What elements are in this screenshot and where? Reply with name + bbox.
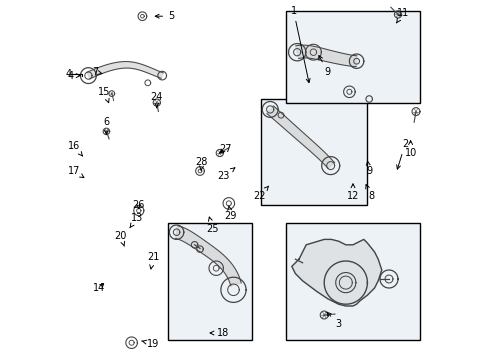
- Bar: [261, 99, 368, 205]
- Text: 2: 2: [397, 139, 408, 169]
- Text: 4: 4: [67, 71, 80, 81]
- Text: 20: 20: [115, 231, 127, 246]
- Text: 8: 8: [366, 185, 374, 201]
- Polygon shape: [296, 45, 357, 67]
- Text: 27: 27: [219, 144, 231, 154]
- Bar: [286, 11, 419, 103]
- Polygon shape: [267, 106, 335, 168]
- Text: 25: 25: [206, 217, 219, 234]
- Polygon shape: [175, 226, 241, 286]
- Polygon shape: [292, 239, 382, 306]
- Text: 22: 22: [253, 186, 269, 201]
- Text: 18: 18: [210, 328, 229, 338]
- Text: 4: 4: [66, 69, 72, 79]
- Text: 15: 15: [98, 87, 111, 103]
- Text: 9: 9: [366, 161, 372, 176]
- Text: 3: 3: [327, 312, 342, 329]
- Bar: [168, 223, 252, 340]
- Text: 19: 19: [142, 339, 159, 349]
- Text: 1: 1: [291, 6, 310, 83]
- Text: 5: 5: [155, 11, 174, 21]
- Text: 29: 29: [224, 206, 237, 221]
- Text: 24: 24: [150, 92, 163, 108]
- Text: 9: 9: [319, 55, 331, 77]
- Text: 17: 17: [68, 166, 84, 177]
- Text: 10: 10: [404, 141, 416, 158]
- Bar: [286, 223, 419, 340]
- Text: 13: 13: [130, 213, 143, 228]
- Text: 26: 26: [133, 200, 145, 210]
- Text: 16: 16: [68, 141, 82, 156]
- Text: 7: 7: [93, 67, 102, 77]
- Polygon shape: [87, 62, 163, 79]
- Text: 11: 11: [396, 8, 410, 23]
- Text: 23: 23: [217, 168, 235, 181]
- Text: 14: 14: [93, 283, 105, 293]
- Text: 28: 28: [196, 157, 208, 170]
- Text: 6: 6: [103, 117, 109, 134]
- Text: 12: 12: [347, 184, 359, 201]
- Text: 21: 21: [147, 252, 159, 269]
